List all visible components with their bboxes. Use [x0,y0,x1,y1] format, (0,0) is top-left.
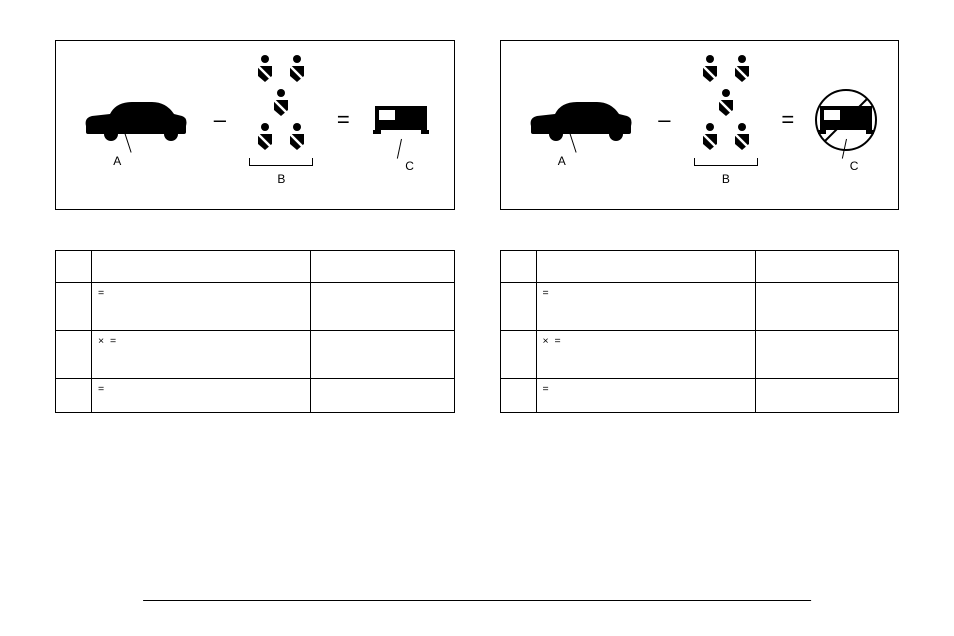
table-header-row [56,251,455,283]
cargo-group: C [373,102,429,139]
occupants-group: B [249,54,313,186]
calc-table-right: = × = = [500,250,900,413]
eq-sym: = [110,335,116,347]
brace [694,158,758,166]
cell-code [500,379,536,413]
seatbelt-icon [284,122,310,152]
label-c: C [850,159,859,173]
cargo-pointer-line [397,138,402,158]
table-row: = [56,379,455,413]
table-row: × = [56,331,455,379]
cell-code [500,283,536,331]
seatbelt-icon [284,54,310,84]
eq-sym: = [543,383,549,395]
table-row: = [500,379,899,413]
cell-val [311,283,454,331]
eq-sym: = [554,335,560,347]
col-desc [536,251,755,283]
occupants-group: B [694,54,758,186]
seatbelt-icon [252,54,278,84]
col-val [311,251,454,283]
seatbelt-icon [729,54,755,84]
seatbelt-icon [697,122,723,152]
car-icon [80,94,190,144]
seatbelt-icon [713,88,739,118]
brace [249,158,313,166]
cell-val [755,379,898,413]
seatbelt-icon [697,54,723,84]
footer-divider [143,600,811,601]
diagram-box-right: A – B = [500,40,900,210]
cell-desc: = [536,379,755,413]
car-group: A [525,94,635,147]
col-code [56,251,92,283]
label-c: C [405,159,414,173]
car-icon [525,94,635,144]
col-desc [92,251,311,283]
col-code [500,251,536,283]
cargo-icon [373,102,429,136]
seatbelt-icon [268,88,294,118]
eq-sym: = [98,383,104,395]
table-row: = [500,283,899,331]
cell-desc: = [92,379,311,413]
col-val [755,251,898,283]
cell-val [311,379,454,413]
minus-sign: – [209,107,231,133]
label-b: B [722,172,730,186]
times-sym: × [543,335,549,347]
cell-code [500,331,536,379]
cell-desc: × = [92,331,311,379]
cell-desc: = [92,283,311,331]
cell-desc: × = [536,331,755,379]
equals-sign: = [776,107,799,133]
cell-val [755,283,898,331]
eq-sym: = [98,287,104,299]
table-row: × = [500,331,899,379]
minus-sign: – [653,107,675,133]
car-group: A [80,94,190,147]
table-row: = [56,283,455,331]
cell-code [56,283,92,331]
cell-val [311,331,454,379]
equals-sign: = [332,107,355,133]
diagram-box-left: A – B = [55,40,455,210]
eq-sym: = [543,287,549,299]
cell-desc: = [536,283,755,331]
cell-code [56,379,92,413]
times-sym: × [98,335,104,347]
label-b: B [277,172,285,186]
label-a: A [558,154,566,168]
calc-table-left: = × = = [55,250,455,413]
table-header-row [500,251,899,283]
cell-code [56,331,92,379]
seatbelt-icon [252,122,278,152]
seatbelt-icon [729,122,755,152]
label-a: A [113,154,121,168]
cell-val [755,331,898,379]
cargo-group-forbidden: C [818,102,874,139]
